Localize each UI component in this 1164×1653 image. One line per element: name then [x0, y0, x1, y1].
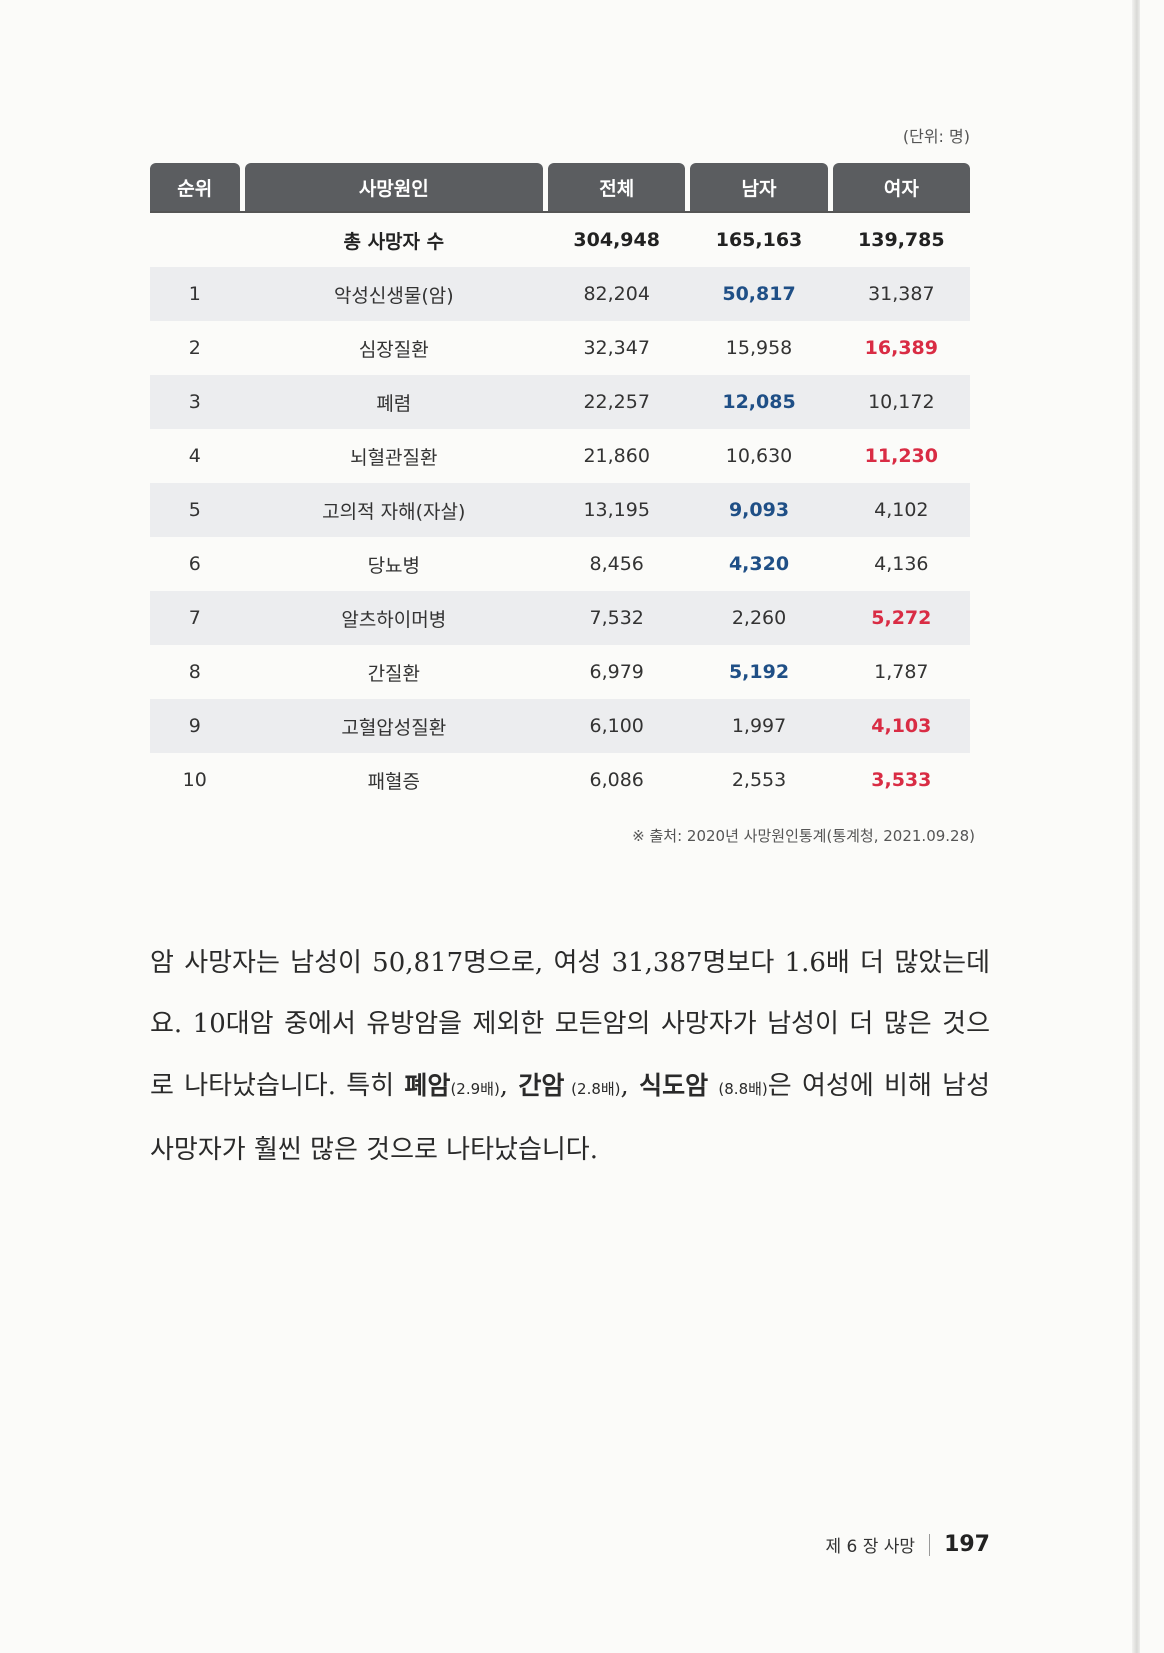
rank-cell: 4 [188, 445, 201, 467]
table-row: 2 심장질환 32,347 15,958 16,389 [150, 321, 970, 375]
cause-cell: 패혈증 [367, 770, 421, 793]
total-cell: 6,100 [589, 715, 644, 737]
male-cell: 50,817 [722, 283, 796, 305]
table-body: 1 악성신생물(암) 82,204 50,817 31,387 2 심장질환 32,347 15… [150, 267, 970, 807]
male-cell: 2,553 [731, 769, 787, 791]
rank-cell: 8 [188, 661, 201, 683]
total-cell: 7,532 [589, 607, 644, 629]
cause-cell: 간질환 [367, 662, 421, 685]
table-row: 6 당뇨병 8,456 4,320 4,136 [150, 537, 970, 591]
female-cell: 5,272 [871, 607, 932, 629]
death-cause-table: 순위 사망원인 전체 남자 여자 총 사망자 수 304,948 165,163… [150, 163, 970, 807]
total-male: 165,163 [715, 229, 803, 251]
total-cell: 22,257 [583, 391, 650, 413]
male-cell: 10,630 [725, 445, 793, 467]
rank-cell: 3 [188, 391, 201, 413]
female-cell: 16,389 [864, 337, 938, 359]
male-cell: 15,958 [725, 337, 793, 359]
male-cell: 9,093 [728, 499, 790, 521]
total-row: 총 사망자 수 304,948 165,163 139,785 [150, 213, 970, 267]
total-label: 총 사망자 수 [343, 230, 445, 253]
header-rank: 순위 [150, 163, 240, 211]
rank-cell: 9 [188, 715, 201, 737]
page-edge [1132, 0, 1140, 1653]
total-cell: 13,195 [583, 499, 650, 521]
header-cause: 사망원인 [244, 163, 544, 211]
keyword-esophageal-cancer: 식도암 [639, 1071, 709, 1100]
header-male: 남자 [690, 163, 828, 211]
male-cell: 1,997 [731, 715, 787, 737]
total-cell: 6,979 [589, 661, 644, 683]
page-number: 197 [944, 1532, 990, 1557]
total-cell: 21,860 [583, 445, 650, 467]
cause-cell: 고혈압성질환 [341, 716, 447, 739]
table-row: 4 뇌혈관질환 21,860 10,630 11,230 [150, 429, 970, 483]
total-female: 139,785 [858, 229, 945, 251]
keyword-liver-cancer: 간암 [518, 1071, 565, 1100]
cause-cell: 폐렴 [376, 392, 412, 415]
body-paragraph: 암 사망자는 남성이 50,817명으로, 여성 31,387명보다 1.6배 … [150, 933, 990, 1181]
comma: , [620, 1071, 640, 1101]
page-footer: 제 6 장 사망 197 [760, 1532, 990, 1557]
chapter-label: 제 6 장 사망 [825, 1537, 916, 1557]
female-cell: 4,103 [871, 715, 932, 737]
footer-divider [929, 1533, 931, 1556]
total-cell: 8,456 [589, 553, 644, 575]
ratio-lung: (2.9배) [450, 1080, 500, 1098]
male-cell: 4,320 [728, 553, 790, 575]
male-cell: 5,192 [728, 661, 790, 683]
cause-cell: 알츠하이머병 [341, 608, 447, 631]
rank-cell: 10 [182, 769, 207, 791]
paragraph-text-1: 암 사망자는 남성이 50,817명으로, 여성 31,387명보다 1.6배 … [150, 948, 990, 1101]
total-cell: 82,204 [583, 283, 650, 305]
ratio-liver: (2.8배) [564, 1080, 621, 1098]
rank-cell: 5 [188, 499, 201, 521]
source-note: ※ 출처: 2020년 사망원인통계(통계청, 2021.09.28) [632, 827, 975, 845]
female-cell: 4,102 [874, 499, 929, 521]
cause-cell: 당뇨병 [367, 554, 421, 577]
female-cell: 3,533 [871, 769, 932, 791]
total-cell: 6,086 [589, 769, 644, 791]
total-all: 304,948 [573, 229, 660, 251]
cause-cell: 뇌혈관질환 [350, 446, 438, 469]
rank-cell: 6 [188, 553, 201, 575]
table-row: 7 알츠하이머병 7,532 2,260 5,272 [150, 591, 970, 645]
table-row: 5 고의적 자해(자살) 13,195 9,093 4,102 [150, 483, 970, 537]
keyword-lung-cancer: 폐암 [404, 1071, 451, 1100]
total-cell: 32,347 [583, 337, 650, 359]
header-total: 전체 [548, 163, 686, 211]
unit-label: (단위: 명) [902, 127, 970, 146]
female-cell: 10,172 [868, 391, 935, 413]
rank-cell: 1 [188, 283, 201, 305]
header-female: 여자 [832, 163, 970, 211]
table-row: 8 간질환 6,979 5,192 1,787 [150, 645, 970, 699]
table-row: 1 악성신생물(암) 82,204 50,817 31,387 [150, 267, 970, 321]
comma: , [499, 1071, 519, 1101]
male-cell: 2,260 [731, 607, 787, 629]
rank-cell: 7 [188, 607, 201, 629]
table-row: 3 폐렴 22,257 12,085 10,172 [150, 375, 970, 429]
female-cell: 1,787 [874, 661, 929, 683]
cause-cell: 고의적 자해(자살) [322, 500, 466, 523]
table-header: 순위 사망원인 전체 남자 여자 [150, 163, 970, 213]
female-cell: 4,136 [874, 553, 929, 575]
cause-cell: 악성신생물(암) [333, 284, 454, 307]
paragraph-text-2: 은 여성에 비해 남성 사망자가 훨씬 많은 것으로 나타났습니다. [150, 1071, 990, 1165]
table-row: 9 고혈압성질환 6,100 1,997 4,103 [150, 699, 970, 753]
cause-cell: 심장질환 [358, 338, 429, 361]
female-cell: 31,387 [868, 283, 935, 305]
ratio-esophageal: (8.8배) [718, 1080, 768, 1098]
female-cell: 11,230 [864, 445, 938, 467]
male-cell: 12,085 [722, 391, 796, 413]
table-row: 10 패혈증 6,086 2,553 3,533 [150, 753, 970, 807]
rank-cell: 2 [188, 337, 201, 359]
